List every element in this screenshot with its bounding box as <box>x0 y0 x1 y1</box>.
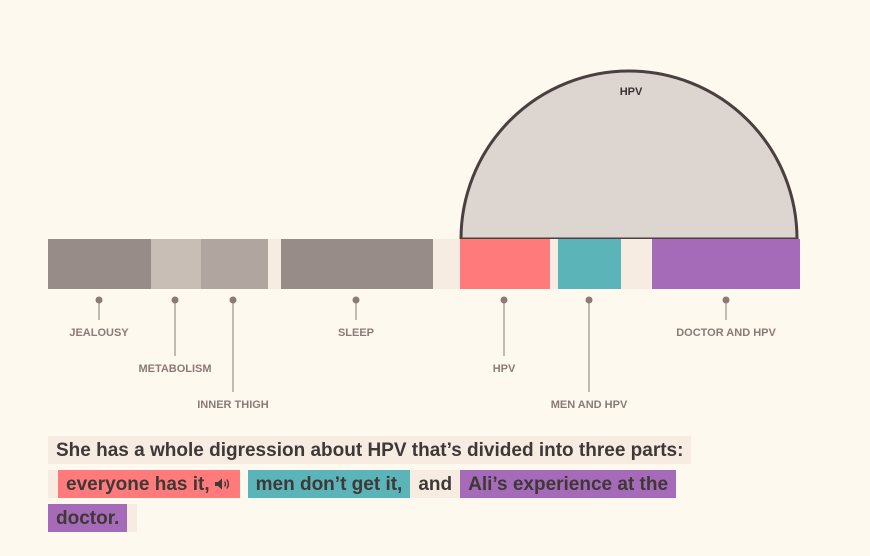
segment-metabolism[interactable] <box>151 239 201 289</box>
segment-gap4 <box>621 239 652 289</box>
marker-dot-doctor-and-hpv <box>722 296 730 304</box>
label-metabolism: METABOLISM <box>138 363 211 375</box>
marker-dot-hpv <box>500 296 508 304</box>
part-alis-experience-cont[interactable]: doctor. <box>48 504 128 532</box>
segment-doctor-and-hpv[interactable] <box>652 239 800 289</box>
caption-intro: She has a whole digression about HPV tha… <box>48 436 692 464</box>
hpv-digression-dome <box>459 69 799 241</box>
marker-dot-sleep <box>352 296 360 304</box>
episode-timeline-diagram: HPV JEALOUSY METABOLISM INNER THIGH SLEEP HP… <box>48 69 800 411</box>
label-jealousy: JEALOUSY <box>69 327 129 339</box>
caption: She has a whole digression about HPV tha… <box>48 436 768 538</box>
caption-line-2: everyone has it, men don’t get it, and Ali’… <box>48 470 768 504</box>
part-men-dont-get-it[interactable]: men don’t get it, <box>247 470 411 498</box>
marker-dot-metabolism <box>171 296 179 304</box>
label-men-and-hpv: MEN AND HPV <box>551 399 628 411</box>
segment-gap3 <box>550 239 558 289</box>
segment-gap2 <box>433 239 460 289</box>
dome-label: HPV <box>620 86 643 98</box>
label-sleep: SLEEP <box>338 327 374 339</box>
marker-dot-jealousy <box>95 296 103 304</box>
marker-dot-men-and-hpv <box>585 296 593 304</box>
timeline-bar <box>48 239 800 289</box>
speaker-icon[interactable] <box>214 477 232 491</box>
part-everyone-has-it-label: everyone has it, <box>66 474 210 495</box>
timeline-markers: JEALOUSY METABOLISM INNER THIGH SLEEP HPV MEN… <box>69 296 776 411</box>
segment-sleep[interactable] <box>281 239 433 289</box>
label-inner-thigh: INNER THIGH <box>197 399 269 411</box>
segment-men-and-hpv[interactable] <box>558 239 621 289</box>
segment-inner-thigh[interactable] <box>201 239 268 289</box>
segment-jealousy[interactable] <box>48 239 151 289</box>
caption-spacer <box>48 470 58 498</box>
part-alis-experience[interactable]: Ali’s experience at the <box>460 470 677 498</box>
label-hpv: HPV <box>493 363 516 375</box>
caption-line-3: doctor. <box>48 504 768 538</box>
segment-hpv[interactable] <box>460 239 550 289</box>
caption-spacer-end <box>127 504 138 532</box>
segment-gap1 <box>268 239 281 289</box>
label-doctor-and-hpv: DOCTOR AND HPV <box>676 327 776 339</box>
caption-connector: and <box>410 470 461 498</box>
marker-dot-inner-thigh <box>229 296 237 304</box>
caption-line-1: She has a whole digression about HPV tha… <box>48 436 768 470</box>
part-everyone-has-it[interactable]: everyone has it, <box>58 470 240 498</box>
